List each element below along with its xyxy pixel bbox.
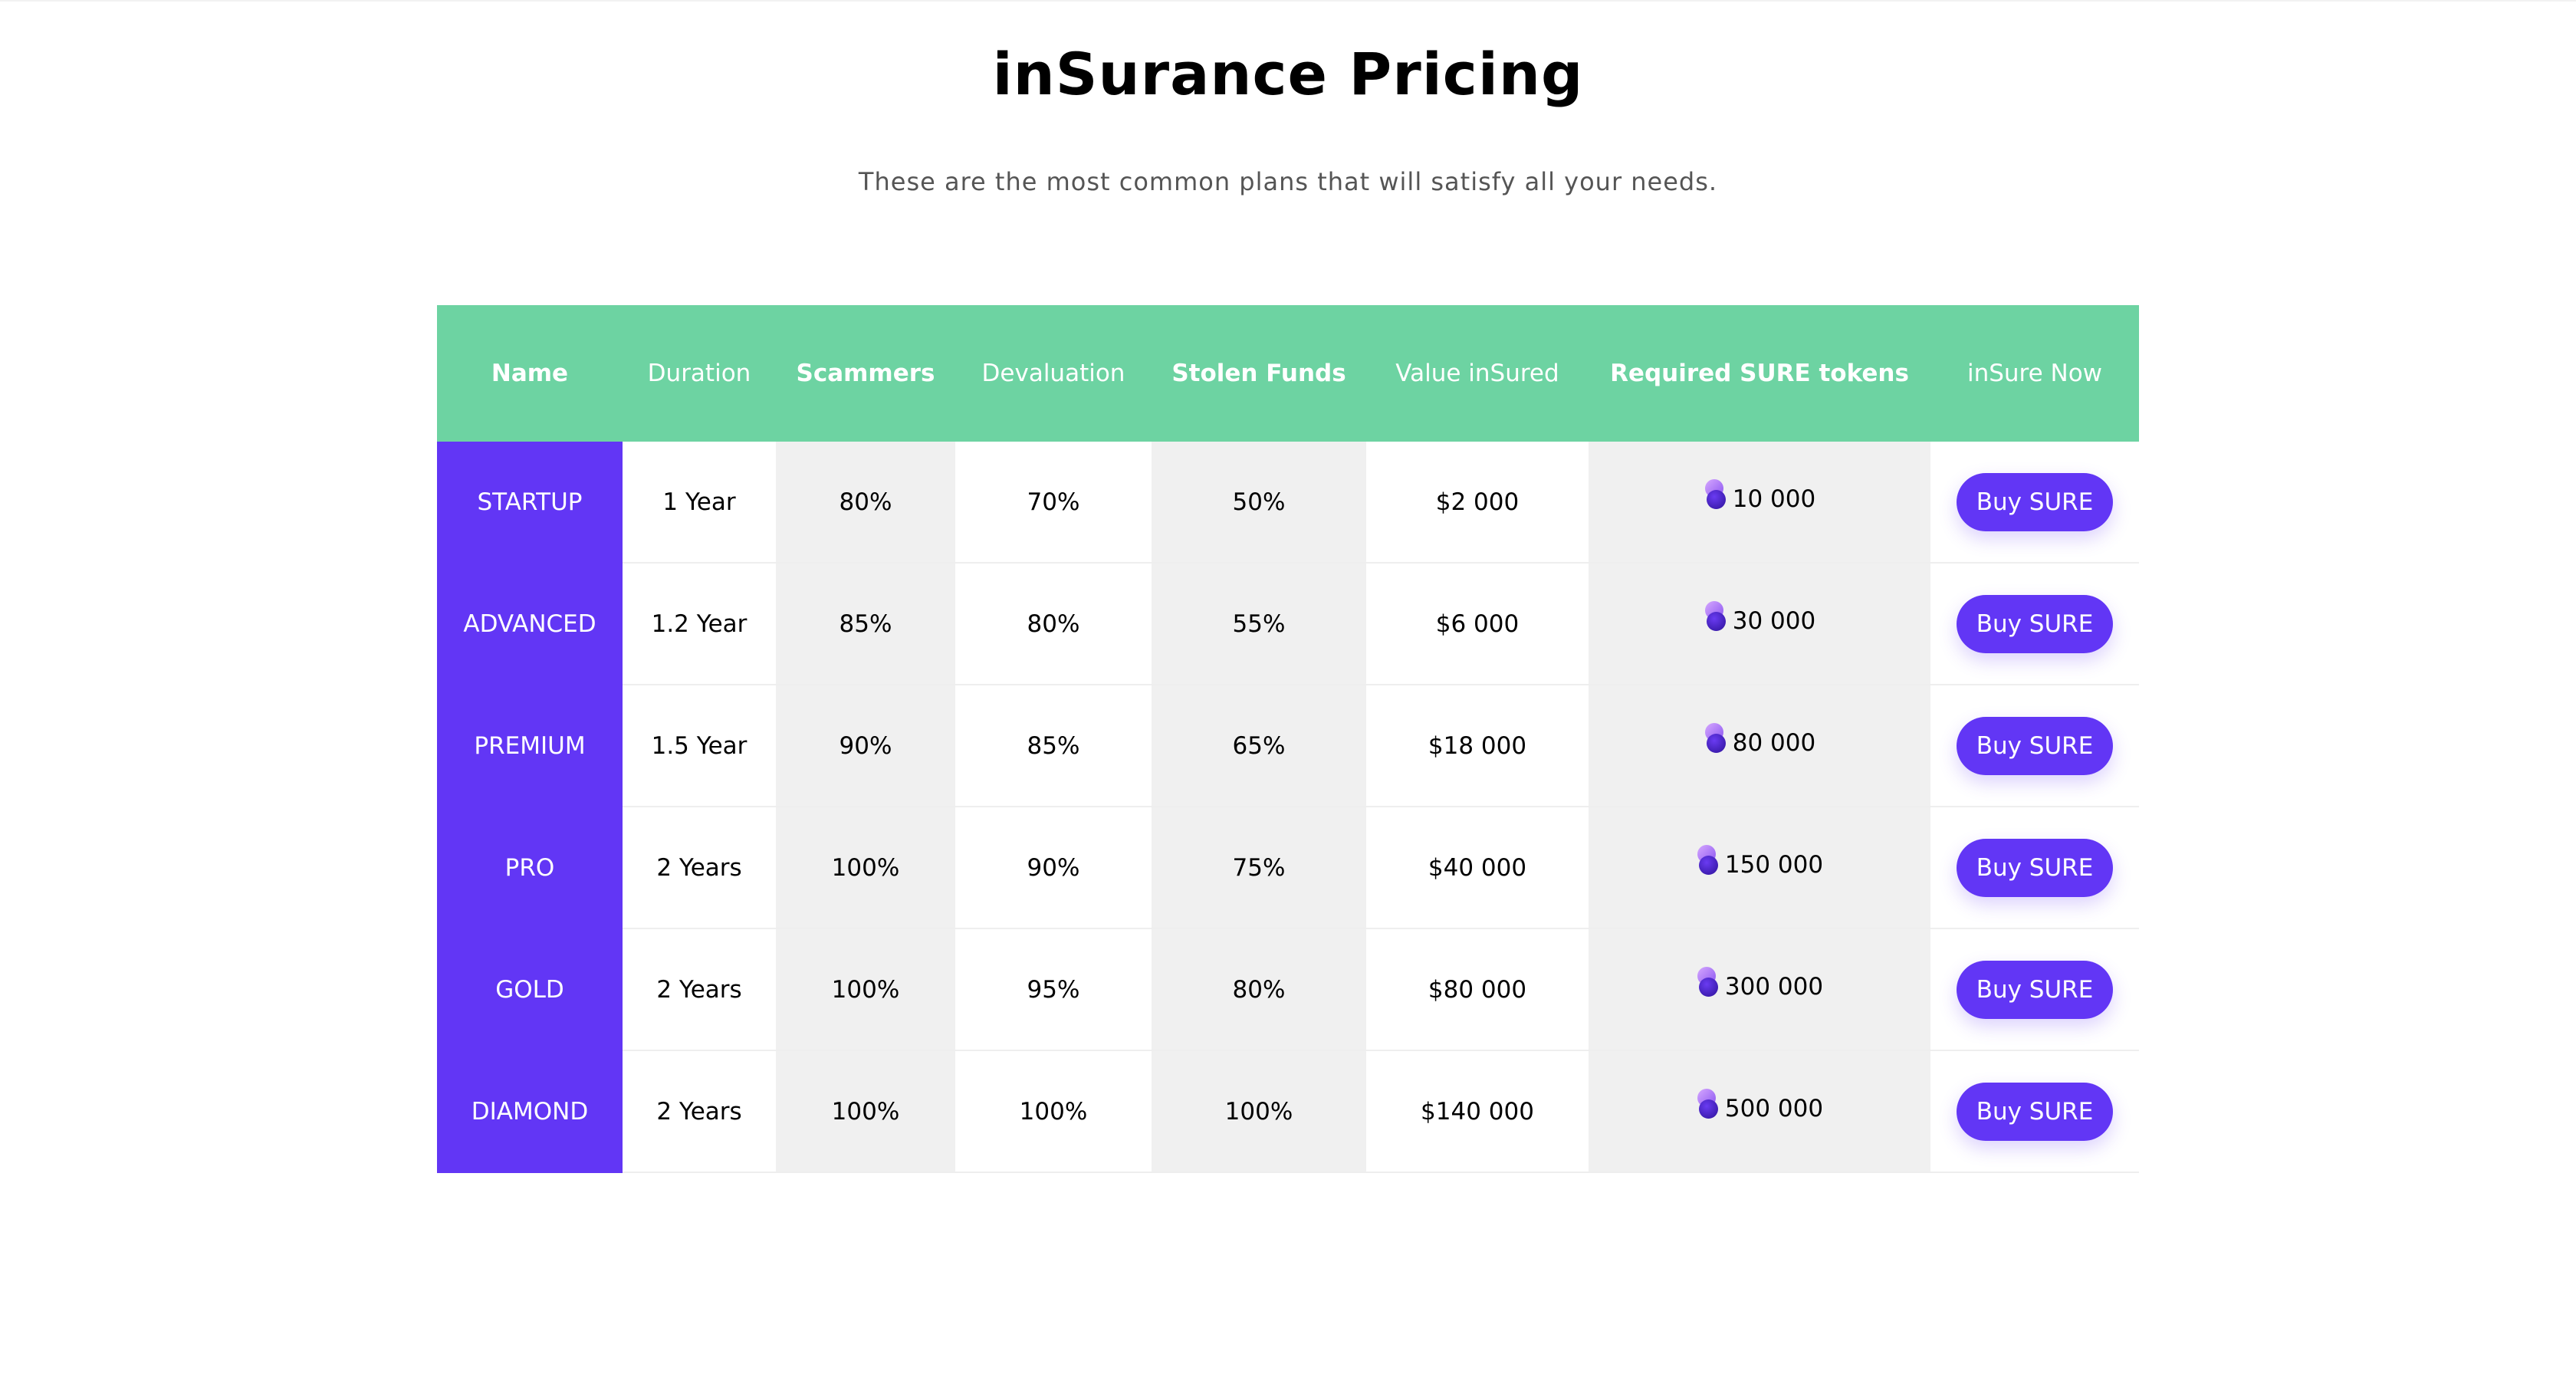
sure-token-icon [1704, 722, 1727, 754]
plan-name-cell: GOLD [437, 928, 623, 1051]
stolen-funds-cell: 65% [1152, 685, 1366, 807]
duration-cell: 2 Years [623, 928, 776, 1051]
table-row: ADVANCED 1.2 Year 85% 80% 55% $6 000 30 000 Buy… [437, 563, 2139, 685]
column-header-stolen-funds: Stolen Funds [1152, 305, 1366, 442]
plan-name-cell: PREMIUM [437, 685, 623, 807]
token-amount: 30 000 [1704, 600, 1816, 636]
insure-now-cell: Buy SURE [1930, 807, 2139, 929]
column-header-insure-now: inSure Now [1930, 305, 2139, 442]
duration-cell: 1 Year [623, 442, 776, 564]
stolen-funds-cell: 80% [1152, 928, 1366, 1051]
token-amount: 150 000 [1696, 844, 1824, 880]
buy-sure-button[interactable]: Buy SURE [1956, 716, 2114, 775]
column-header-required-tokens: Required SURE tokens [1589, 305, 1930, 442]
buy-sure-button[interactable]: Buy SURE [1956, 472, 2114, 531]
duration-cell: 2 Years [623, 1050, 776, 1173]
token-amount: 80 000 [1704, 722, 1816, 758]
devaluation-cell: 70% [955, 442, 1152, 564]
stolen-funds-cell: 75% [1152, 807, 1366, 929]
insure-now-cell: Buy SURE [1930, 685, 2139, 807]
plan-name-cell: DIAMOND [437, 1050, 623, 1173]
scammers-cell: 80% [776, 442, 955, 564]
plan-name-cell: STARTUP [437, 442, 623, 564]
required-tokens-cell: 300 000 [1589, 928, 1930, 1051]
sure-token-icon [1704, 600, 1727, 632]
devaluation-cell: 95% [955, 928, 1152, 1051]
page-title: inSurance Pricing [992, 40, 1584, 108]
required-tokens-cell: 10 000 [1589, 442, 1930, 564]
devaluation-cell: 80% [955, 563, 1152, 685]
duration-cell: 1.5 Year [623, 685, 776, 807]
plan-name-cell: PRO [437, 807, 623, 929]
devaluation-cell: 90% [955, 807, 1152, 929]
table-row: STARTUP 1 Year 80% 70% 50% $2 000 10 000 Buy SU… [437, 442, 2139, 564]
column-header-value-insured: Value inSured [1366, 305, 1589, 442]
insure-now-cell: Buy SURE [1930, 928, 2139, 1051]
table-row: PRO 2 Years 100% 90% 75% $40 000 150 000 Buy SU… [437, 807, 2139, 929]
value-insured-cell: $40 000 [1366, 807, 1589, 929]
scammers-cell: 100% [776, 1050, 955, 1173]
stolen-funds-cell: 100% [1152, 1050, 1366, 1173]
sure-token-icon [1696, 1088, 1719, 1119]
required-tokens-cell: 30 000 [1589, 563, 1930, 685]
pricing-table: Name Duration Scammers Devaluation Stolen Fu… [437, 305, 2139, 1173]
required-tokens-cell: 150 000 [1589, 807, 1930, 929]
sure-token-icon [1704, 478, 1727, 510]
column-header-devaluation: Devaluation [955, 305, 1152, 442]
plan-name-cell: ADVANCED [437, 563, 623, 685]
buy-sure-button[interactable]: Buy SURE [1956, 594, 2114, 653]
duration-cell: 2 Years [623, 807, 776, 929]
stolen-funds-cell: 55% [1152, 563, 1366, 685]
required-tokens-cell: 80 000 [1589, 685, 1930, 807]
table-row: GOLD 2 Years 100% 95% 80% $80 000 300 000 Buy S… [437, 928, 2139, 1051]
sure-token-icon [1696, 844, 1719, 876]
table-row: DIAMOND 2 Years 100% 100% 100% $140 000 500 00… [437, 1050, 2139, 1173]
token-amount-value: 300 000 [1724, 972, 1824, 1001]
token-amount-value: 80 000 [1732, 728, 1816, 757]
buy-sure-button[interactable]: Buy SURE [1956, 960, 2114, 1019]
token-amount-value: 10 000 [1732, 485, 1816, 513]
column-header-name: Name [437, 305, 623, 442]
scammers-cell: 85% [776, 563, 955, 685]
top-divider [0, 0, 2576, 2]
value-insured-cell: $2 000 [1366, 442, 1589, 564]
sure-token-icon [1696, 966, 1719, 997]
scammers-cell: 100% [776, 807, 955, 929]
token-amount: 300 000 [1696, 966, 1824, 1002]
token-amount-value: 150 000 [1724, 850, 1824, 879]
scammers-cell: 100% [776, 928, 955, 1051]
value-insured-cell: $80 000 [1366, 928, 1589, 1051]
column-header-duration: Duration [623, 305, 776, 442]
insure-now-cell: Buy SURE [1930, 442, 2139, 564]
column-header-scammers: Scammers [776, 305, 955, 442]
table-body: STARTUP 1 Year 80% 70% 50% $2 000 10 000 Buy SU… [437, 442, 2139, 1173]
insure-now-cell: Buy SURE [1930, 1050, 2139, 1173]
devaluation-cell: 85% [955, 685, 1152, 807]
token-amount: 500 000 [1696, 1088, 1824, 1124]
table-row: PREMIUM 1.5 Year 90% 85% 65% $18 000 80 000 Buy… [437, 685, 2139, 807]
value-insured-cell: $6 000 [1366, 563, 1589, 685]
scammers-cell: 90% [776, 685, 955, 807]
duration-cell: 1.2 Year [623, 563, 776, 685]
buy-sure-button[interactable]: Buy SURE [1956, 1082, 2114, 1141]
stolen-funds-cell: 50% [1152, 442, 1366, 564]
insure-now-cell: Buy SURE [1930, 563, 2139, 685]
value-insured-cell: $140 000 [1366, 1050, 1589, 1173]
required-tokens-cell: 500 000 [1589, 1050, 1930, 1173]
token-amount-value: 500 000 [1724, 1094, 1824, 1122]
table-header-row: Name Duration Scammers Devaluation Stolen Fu… [437, 305, 2139, 442]
token-amount: 10 000 [1704, 478, 1816, 514]
token-amount-value: 30 000 [1732, 606, 1816, 635]
value-insured-cell: $18 000 [1366, 685, 1589, 807]
page-subtitle: These are the most common plans that wil… [858, 167, 1718, 196]
devaluation-cell: 100% [955, 1050, 1152, 1173]
buy-sure-button[interactable]: Buy SURE [1956, 838, 2114, 897]
